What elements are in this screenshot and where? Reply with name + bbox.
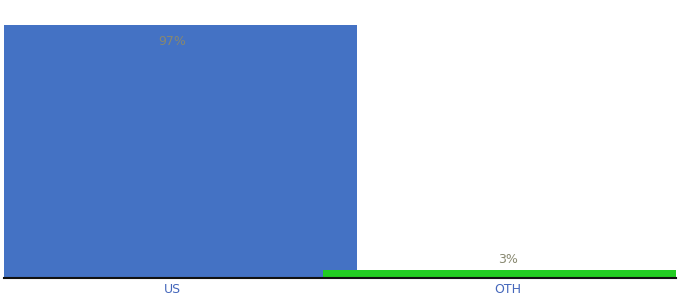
Text: 97%: 97% bbox=[158, 35, 186, 49]
Bar bbox=[323, 270, 680, 278]
Bar bbox=[0, 25, 357, 278]
Text: 3%: 3% bbox=[498, 253, 518, 266]
